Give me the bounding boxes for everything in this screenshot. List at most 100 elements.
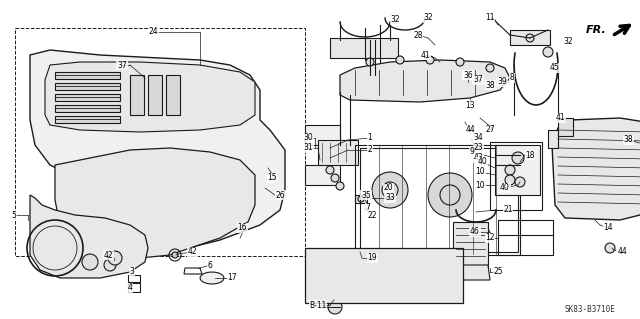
Circle shape (328, 300, 342, 314)
Circle shape (172, 252, 178, 258)
Circle shape (372, 172, 408, 208)
Bar (373, 268, 390, 280)
Bar (15, 28, 305, 256)
Text: 41: 41 (555, 114, 565, 122)
Text: 39: 39 (497, 78, 507, 86)
Text: 26: 26 (275, 190, 285, 199)
Text: 6: 6 (207, 261, 212, 270)
Circle shape (428, 173, 472, 217)
Text: 14: 14 (603, 224, 613, 233)
Text: 18: 18 (525, 151, 535, 160)
Text: 37: 37 (117, 61, 127, 70)
Bar (55, 83, 120, 90)
Text: 22: 22 (367, 211, 377, 219)
Bar (355, 195, 367, 203)
Bar (310, 284, 327, 296)
Text: 24: 24 (148, 27, 158, 36)
Bar (310, 252, 327, 264)
Bar (498, 220, 553, 255)
Text: 40: 40 (477, 158, 487, 167)
Text: 23: 23 (473, 144, 483, 152)
Text: 38: 38 (485, 80, 495, 90)
Bar (495, 145, 540, 195)
Polygon shape (200, 272, 224, 284)
Bar (352, 284, 369, 296)
Text: 32: 32 (423, 13, 433, 23)
Bar (373, 284, 390, 296)
Text: 45: 45 (550, 63, 560, 72)
Polygon shape (45, 62, 255, 132)
Text: 36: 36 (463, 70, 473, 79)
Bar (355, 145, 520, 255)
Circle shape (605, 243, 615, 253)
Circle shape (456, 58, 464, 66)
Bar (331, 252, 348, 264)
Bar (394, 268, 411, 280)
Text: 7: 7 (365, 204, 371, 212)
Bar (148, 75, 162, 115)
Bar (310, 268, 327, 280)
Bar (453, 222, 488, 267)
Bar (548, 130, 558, 148)
Circle shape (108, 251, 122, 265)
Bar (352, 268, 369, 280)
Text: 13: 13 (465, 100, 475, 109)
Text: 27: 27 (485, 125, 495, 135)
Text: 44: 44 (465, 125, 475, 135)
Text: 3: 3 (129, 268, 134, 277)
Text: 10: 10 (475, 167, 485, 176)
Bar (318, 140, 358, 165)
Circle shape (326, 166, 334, 174)
Text: 42: 42 (187, 248, 197, 256)
Bar (55, 94, 120, 101)
Bar (558, 118, 573, 136)
Text: 5: 5 (12, 211, 17, 219)
Text: 30: 30 (303, 133, 313, 143)
Text: 28: 28 (413, 31, 423, 40)
Circle shape (331, 174, 339, 182)
Circle shape (505, 175, 515, 185)
Text: 9: 9 (470, 147, 474, 157)
Polygon shape (452, 265, 490, 280)
Text: 46: 46 (470, 227, 480, 236)
Bar (415, 284, 432, 296)
Polygon shape (552, 118, 640, 220)
Bar (510, 30, 550, 45)
Circle shape (543, 47, 553, 57)
Bar (331, 284, 348, 296)
Polygon shape (30, 50, 285, 255)
Text: 42: 42 (103, 250, 113, 259)
Polygon shape (55, 148, 255, 258)
Text: 25: 25 (493, 268, 503, 277)
Bar (436, 252, 453, 264)
Bar (166, 75, 180, 115)
Text: 15: 15 (267, 174, 277, 182)
Text: 17: 17 (227, 273, 237, 283)
Text: 11: 11 (485, 13, 495, 23)
Text: 44: 44 (617, 248, 627, 256)
Text: 37: 37 (473, 76, 483, 85)
Text: 16: 16 (237, 224, 247, 233)
Bar (360, 148, 518, 252)
Text: B-11: B-11 (309, 300, 326, 309)
Bar (130, 75, 144, 115)
Text: 41: 41 (420, 50, 430, 60)
Text: 19: 19 (367, 254, 377, 263)
Text: 10: 10 (475, 181, 485, 189)
Text: 31: 31 (303, 144, 313, 152)
Circle shape (396, 56, 404, 64)
Text: 40: 40 (500, 183, 510, 192)
Text: 8: 8 (509, 73, 515, 83)
Text: 33: 33 (385, 194, 395, 203)
Bar (55, 72, 120, 79)
Circle shape (515, 177, 525, 187)
Bar (55, 116, 120, 123)
Bar (394, 284, 411, 296)
Bar (436, 268, 453, 280)
Text: 21: 21 (503, 205, 513, 214)
Bar (394, 252, 411, 264)
Bar (490, 142, 542, 210)
Circle shape (426, 56, 434, 64)
Text: SK83-B3710E: SK83-B3710E (564, 306, 616, 315)
Text: 12: 12 (485, 234, 495, 242)
